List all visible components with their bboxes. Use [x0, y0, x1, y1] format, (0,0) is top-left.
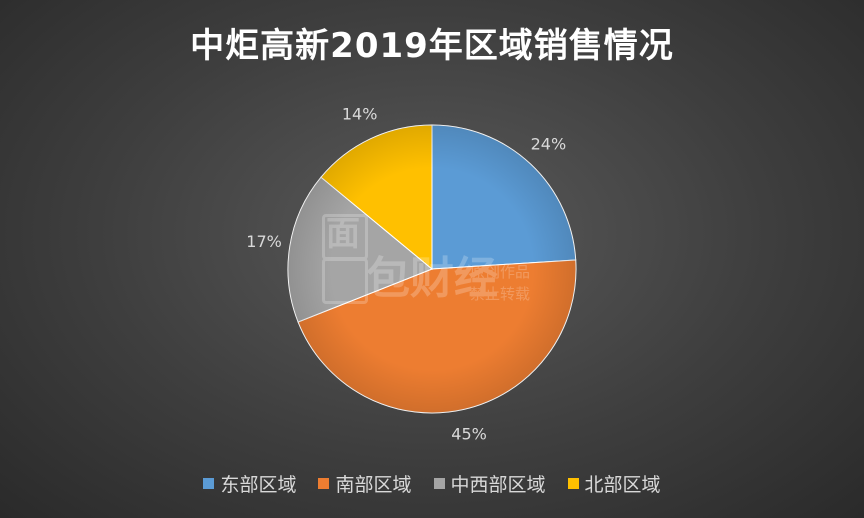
- legend: 东部区域 南部区域 中西部区域 北部区域: [0, 470, 864, 497]
- legend-swatch-3: [433, 478, 445, 489]
- pie-label-2: 45%: [451, 424, 487, 443]
- chart-title: 中炬高新2019年区域销售情况: [190, 26, 674, 66]
- legend-swatch-1: [203, 478, 215, 489]
- legend-item-3: 中西部区域: [433, 470, 546, 497]
- pie-label-1: 24%: [531, 135, 567, 154]
- legend-item-1: 东部区域: [203, 470, 296, 497]
- legend-item-2: 南部区域: [318, 470, 412, 497]
- legend-label-3: 中西部区域: [450, 474, 546, 496]
- legend-swatch-4: [567, 478, 579, 489]
- pie-labels: 24% 45% 17% 14%: [246, 105, 566, 444]
- legend-label-2: 南部区域: [335, 474, 412, 496]
- pie-label-3: 17%: [246, 232, 282, 251]
- pie-slices: [287, 124, 577, 414]
- pie-label-4: 14%: [342, 105, 378, 124]
- legend-swatch-2: [318, 478, 330, 489]
- legend-item-4: 北部区域: [567, 470, 661, 497]
- legend-label-4: 北部区域: [584, 474, 661, 496]
- legend-label-1: 东部区域: [220, 474, 297, 496]
